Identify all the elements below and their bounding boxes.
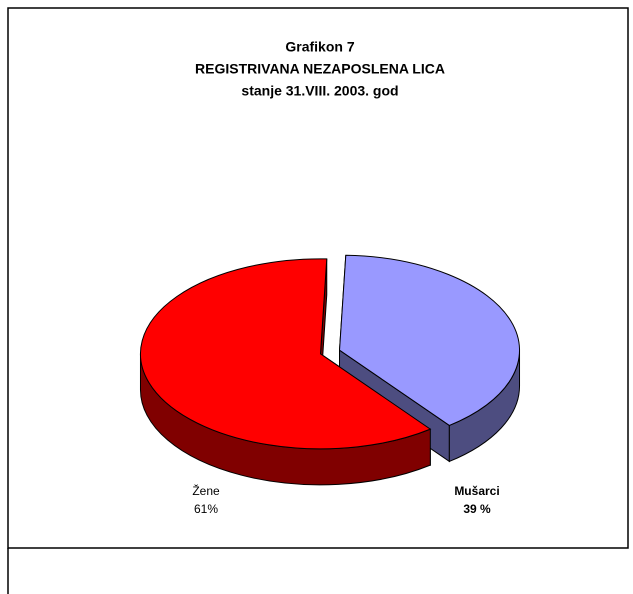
- chart-title: stanje 31.VIII. 2003. god: [241, 83, 398, 99]
- chart-frame: [7, 7, 629, 549]
- pie-slice: [339, 254, 521, 426]
- chart-title: Grafikon 7: [285, 39, 354, 55]
- value-label: 39 %: [463, 502, 491, 516]
- slice-label: Mušarci: [454, 484, 499, 498]
- slice-label: Žene: [192, 483, 220, 498]
- value-label: 61%: [194, 502, 218, 516]
- chart-title: REGISTRIVANA NEZAPOSLENA LICA: [195, 61, 445, 77]
- pie-slice: [139, 258, 432, 450]
